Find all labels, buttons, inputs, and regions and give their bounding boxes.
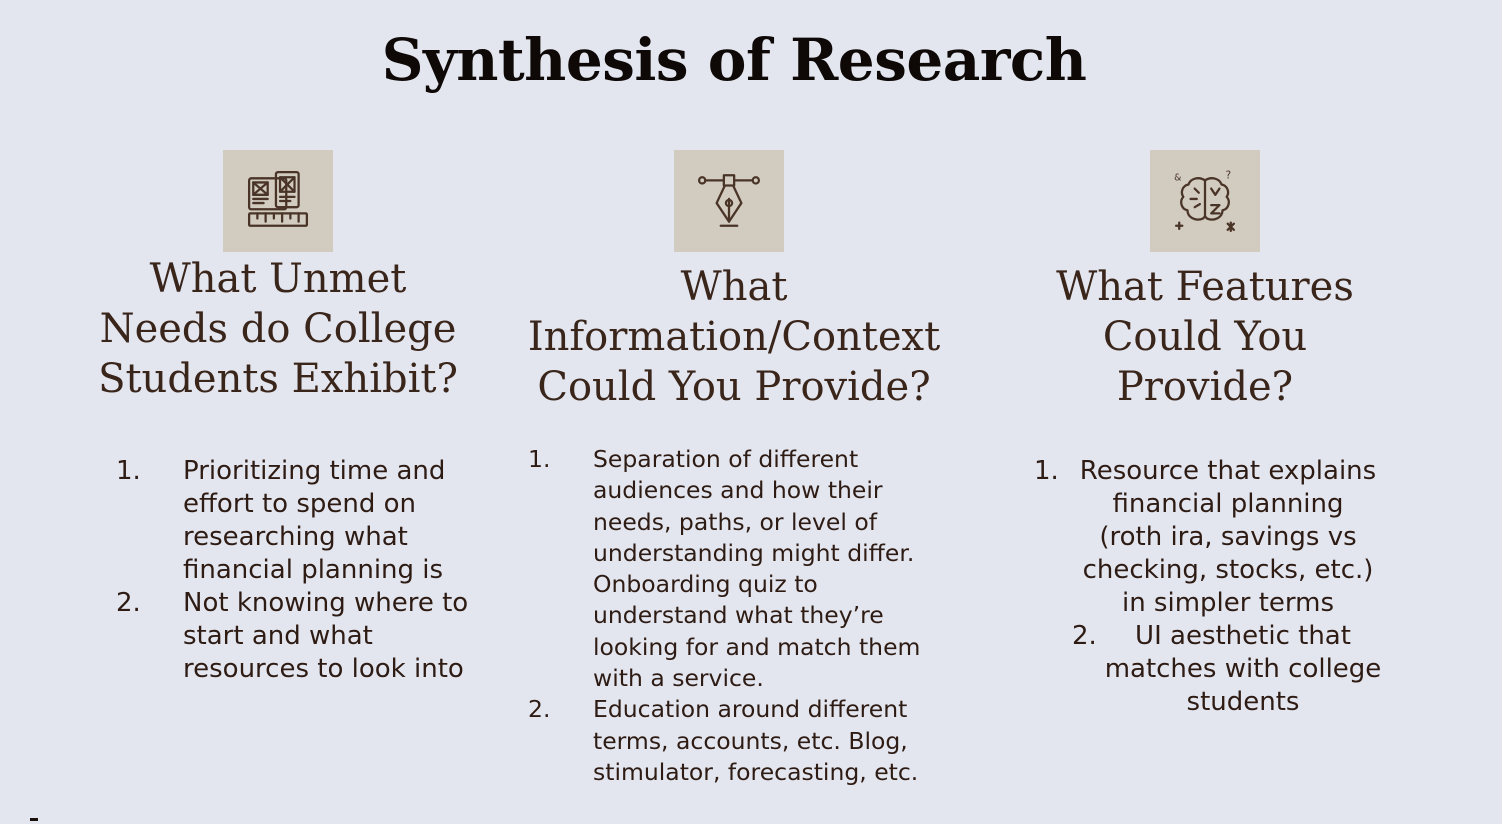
list-item: 1. Prioritizing time and effort to spend… <box>116 455 476 587</box>
list-item-number: 1. <box>116 456 141 486</box>
unmet-needs-list: 1. Prioritizing time and effort to spend… <box>116 455 476 686</box>
list-item-number: 1. <box>1034 456 1059 486</box>
list-item-number: 2. <box>1072 621 1097 651</box>
svg-text:?: ? <box>1226 169 1231 181</box>
list-item-text: UI aesthetic that matches with college s… <box>1104 621 1382 717</box>
features-list: 1. Resource that explains financial plan… <box>1034 455 1414 719</box>
list-item-number: 1. <box>528 445 551 473</box>
list-item-text: Education around different terms, accoun… <box>593 695 919 786</box>
information-context-list: 1. Separation of different audiences and… <box>528 444 928 788</box>
list-item-number: 2. <box>528 695 551 724</box>
list-item: 1. Separation of different audiences and… <box>528 444 928 694</box>
list-item-text: Separation of different audiences and ho… <box>593 445 921 693</box>
wireframe-design-icon <box>223 150 333 252</box>
column-heading-unmet-needs: What Unmet Needs do College Students Exh… <box>98 256 458 402</box>
pen-tool-icon <box>674 150 784 252</box>
list-item-text: Not knowing where to start and what reso… <box>183 588 469 684</box>
list-item-number: 2. <box>116 588 141 618</box>
corner-mark <box>30 818 38 821</box>
list-item-text: Resource that explains financial plannin… <box>1079 456 1377 618</box>
list-item: 2. Education around different terms, acc… <box>528 694 928 788</box>
svg-text:&: & <box>1174 172 1181 183</box>
list-item: 2. Not knowing where to start and what r… <box>116 587 476 686</box>
list-item: 2. UI aesthetic that matches with colleg… <box>1034 620 1414 719</box>
brain-icon: & ? <box>1150 150 1260 252</box>
column-heading-information-context: What Information/Context Could You Provi… <box>527 264 941 410</box>
column-heading-features: What Features Could You Provide? <box>1056 264 1354 410</box>
list-item: 1. Resource that explains financial plan… <box>1034 455 1414 620</box>
list-item-text: Prioritizing time and effort to spend on… <box>183 456 446 585</box>
slide-title: Synthesis of Research <box>381 26 1087 94</box>
